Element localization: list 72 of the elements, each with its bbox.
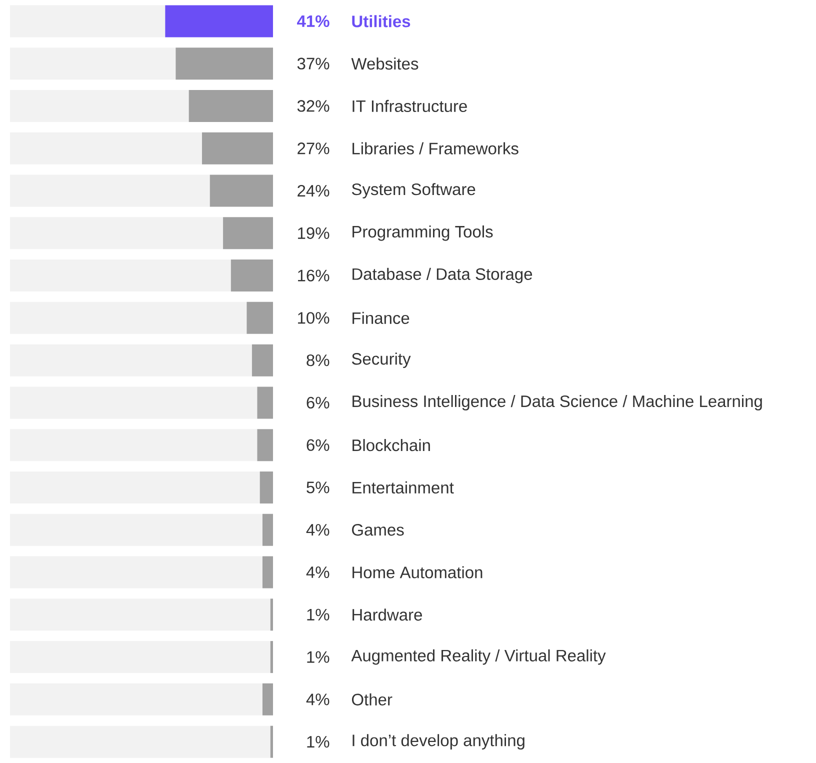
bar (262, 514, 274, 546)
bar (165, 5, 274, 38)
data-label: 32% (297, 100, 330, 112)
y-tick-label: Websites (351, 58, 418, 70)
data-label: 4% (306, 694, 330, 706)
data-label: 19% (298, 227, 330, 239)
bar (10, 217, 224, 250)
y-tick-label: System Software (352, 183, 476, 198)
data-label: 5% (306, 482, 330, 494)
bar (10, 386, 258, 419)
data-label: 4% (306, 524, 330, 536)
bar (257, 429, 274, 462)
bar (10, 514, 262, 546)
bar (10, 90, 189, 122)
bar (10, 471, 260, 504)
data-label: 1% (307, 736, 330, 748)
y-tick-label: Database / Data Storage (352, 268, 532, 284)
bar (270, 641, 274, 674)
data-label: 6% (306, 396, 330, 409)
data-label: 1% (307, 651, 330, 663)
data-label: 27% (298, 142, 330, 154)
y-tick-label: Blockchain (352, 439, 430, 452)
bar (252, 344, 274, 376)
y-tick-label: IT Infrastructure (352, 100, 467, 112)
bar (10, 556, 262, 588)
bar (10, 726, 270, 758)
bar (246, 302, 274, 334)
y-tick-label: Utilities (352, 15, 410, 28)
bar (10, 641, 270, 674)
y-tick-label: Hardware (352, 608, 422, 621)
bar (257, 386, 274, 419)
bar (270, 726, 274, 758)
bar (10, 344, 252, 376)
data-label: 10% (298, 312, 330, 324)
bar (10, 598, 270, 631)
bar (270, 598, 274, 631)
bar (230, 260, 274, 292)
bar (10, 429, 258, 462)
bar (10, 260, 231, 292)
bar (10, 5, 166, 38)
bar (10, 48, 176, 80)
y-tick-label: Programming Tools (352, 225, 493, 241)
bar (188, 90, 274, 122)
bar (202, 132, 274, 164)
data-label: 16% (298, 270, 330, 282)
data-label: 1% (307, 608, 330, 620)
data-label: 8% (306, 354, 330, 366)
bar (176, 48, 274, 80)
bar (210, 174, 274, 207)
y-tick-label: I don’t develop anything (352, 734, 524, 750)
data-label: 4% (306, 566, 330, 578)
bar (223, 217, 274, 250)
y-tick-label: Business Intelligence / Data Science / Machine Learning (352, 395, 762, 410)
bar (10, 174, 210, 207)
y-tick-label: Libraries / Frameworks (352, 142, 518, 154)
y-tick-label: Other (352, 693, 392, 706)
bar (262, 556, 274, 588)
data-label: 24% (298, 184, 330, 197)
y-tick-label: Finance (352, 312, 410, 324)
y-tick-label: Security (352, 352, 411, 368)
data-label: 41% (297, 15, 330, 27)
bar (10, 302, 247, 334)
bar (10, 132, 202, 164)
data-label: 37% (297, 58, 330, 70)
bar (262, 683, 274, 716)
bar (260, 471, 274, 504)
data-label: 6% (306, 439, 330, 451)
y-tick-label: Entertainment (352, 481, 454, 494)
y-tick-label: Augmented Reality / Virtual Reality (351, 649, 606, 665)
y-tick-label: Games (352, 524, 404, 536)
bar (10, 683, 262, 716)
y-tick-label: Home Automation (352, 566, 482, 578)
